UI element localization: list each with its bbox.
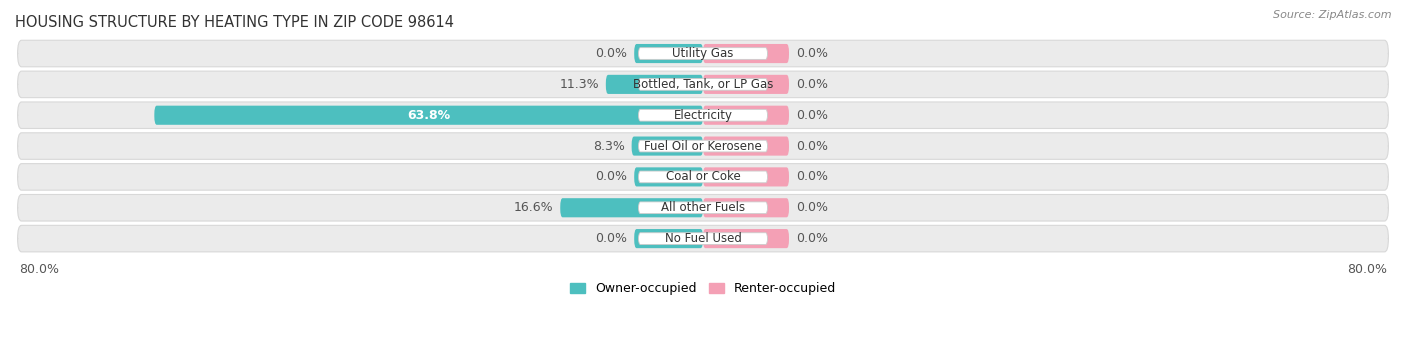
FancyBboxPatch shape bbox=[703, 75, 789, 94]
Text: HOUSING STRUCTURE BY HEATING TYPE IN ZIP CODE 98614: HOUSING STRUCTURE BY HEATING TYPE IN ZIP… bbox=[15, 15, 454, 30]
Text: Source: ZipAtlas.com: Source: ZipAtlas.com bbox=[1274, 10, 1392, 20]
FancyBboxPatch shape bbox=[18, 194, 1388, 221]
FancyBboxPatch shape bbox=[634, 167, 703, 187]
FancyBboxPatch shape bbox=[606, 75, 703, 94]
Text: Electricity: Electricity bbox=[673, 109, 733, 122]
Text: Coal or Coke: Coal or Coke bbox=[665, 170, 741, 183]
Text: 0.0%: 0.0% bbox=[595, 232, 627, 245]
Text: 80.0%: 80.0% bbox=[1347, 263, 1386, 276]
FancyBboxPatch shape bbox=[560, 198, 703, 217]
Text: Bottled, Tank, or LP Gas: Bottled, Tank, or LP Gas bbox=[633, 78, 773, 91]
Text: 0.0%: 0.0% bbox=[796, 78, 828, 91]
Text: 0.0%: 0.0% bbox=[595, 47, 627, 60]
FancyBboxPatch shape bbox=[638, 48, 768, 59]
Text: Fuel Oil or Kerosene: Fuel Oil or Kerosene bbox=[644, 139, 762, 152]
Text: 0.0%: 0.0% bbox=[796, 109, 828, 122]
FancyBboxPatch shape bbox=[634, 44, 703, 63]
FancyBboxPatch shape bbox=[703, 167, 789, 187]
FancyBboxPatch shape bbox=[638, 140, 768, 152]
Text: 0.0%: 0.0% bbox=[796, 170, 828, 183]
FancyBboxPatch shape bbox=[638, 233, 768, 244]
FancyBboxPatch shape bbox=[703, 44, 789, 63]
Text: 0.0%: 0.0% bbox=[595, 170, 627, 183]
Text: 63.8%: 63.8% bbox=[408, 109, 450, 122]
FancyBboxPatch shape bbox=[703, 198, 789, 217]
Text: 0.0%: 0.0% bbox=[796, 201, 828, 214]
FancyBboxPatch shape bbox=[703, 136, 789, 155]
FancyBboxPatch shape bbox=[18, 40, 1388, 67]
Text: 8.3%: 8.3% bbox=[593, 139, 624, 152]
Text: Utility Gas: Utility Gas bbox=[672, 47, 734, 60]
FancyBboxPatch shape bbox=[634, 229, 703, 248]
Text: 0.0%: 0.0% bbox=[796, 232, 828, 245]
Text: No Fuel Used: No Fuel Used bbox=[665, 232, 741, 245]
Text: All other Fuels: All other Fuels bbox=[661, 201, 745, 214]
FancyBboxPatch shape bbox=[155, 106, 703, 125]
FancyBboxPatch shape bbox=[18, 225, 1388, 252]
FancyBboxPatch shape bbox=[18, 133, 1388, 159]
FancyBboxPatch shape bbox=[703, 106, 789, 125]
FancyBboxPatch shape bbox=[638, 109, 768, 121]
Text: 0.0%: 0.0% bbox=[796, 47, 828, 60]
FancyBboxPatch shape bbox=[18, 164, 1388, 190]
Legend: Owner-occupied, Renter-occupied: Owner-occupied, Renter-occupied bbox=[569, 282, 837, 295]
FancyBboxPatch shape bbox=[18, 71, 1388, 98]
Text: 16.6%: 16.6% bbox=[513, 201, 554, 214]
FancyBboxPatch shape bbox=[638, 78, 768, 90]
FancyBboxPatch shape bbox=[638, 171, 768, 183]
FancyBboxPatch shape bbox=[638, 202, 768, 213]
Text: 11.3%: 11.3% bbox=[560, 78, 599, 91]
FancyBboxPatch shape bbox=[18, 102, 1388, 129]
FancyBboxPatch shape bbox=[703, 229, 789, 248]
Text: 0.0%: 0.0% bbox=[796, 139, 828, 152]
FancyBboxPatch shape bbox=[631, 136, 703, 155]
Text: 80.0%: 80.0% bbox=[20, 263, 59, 276]
